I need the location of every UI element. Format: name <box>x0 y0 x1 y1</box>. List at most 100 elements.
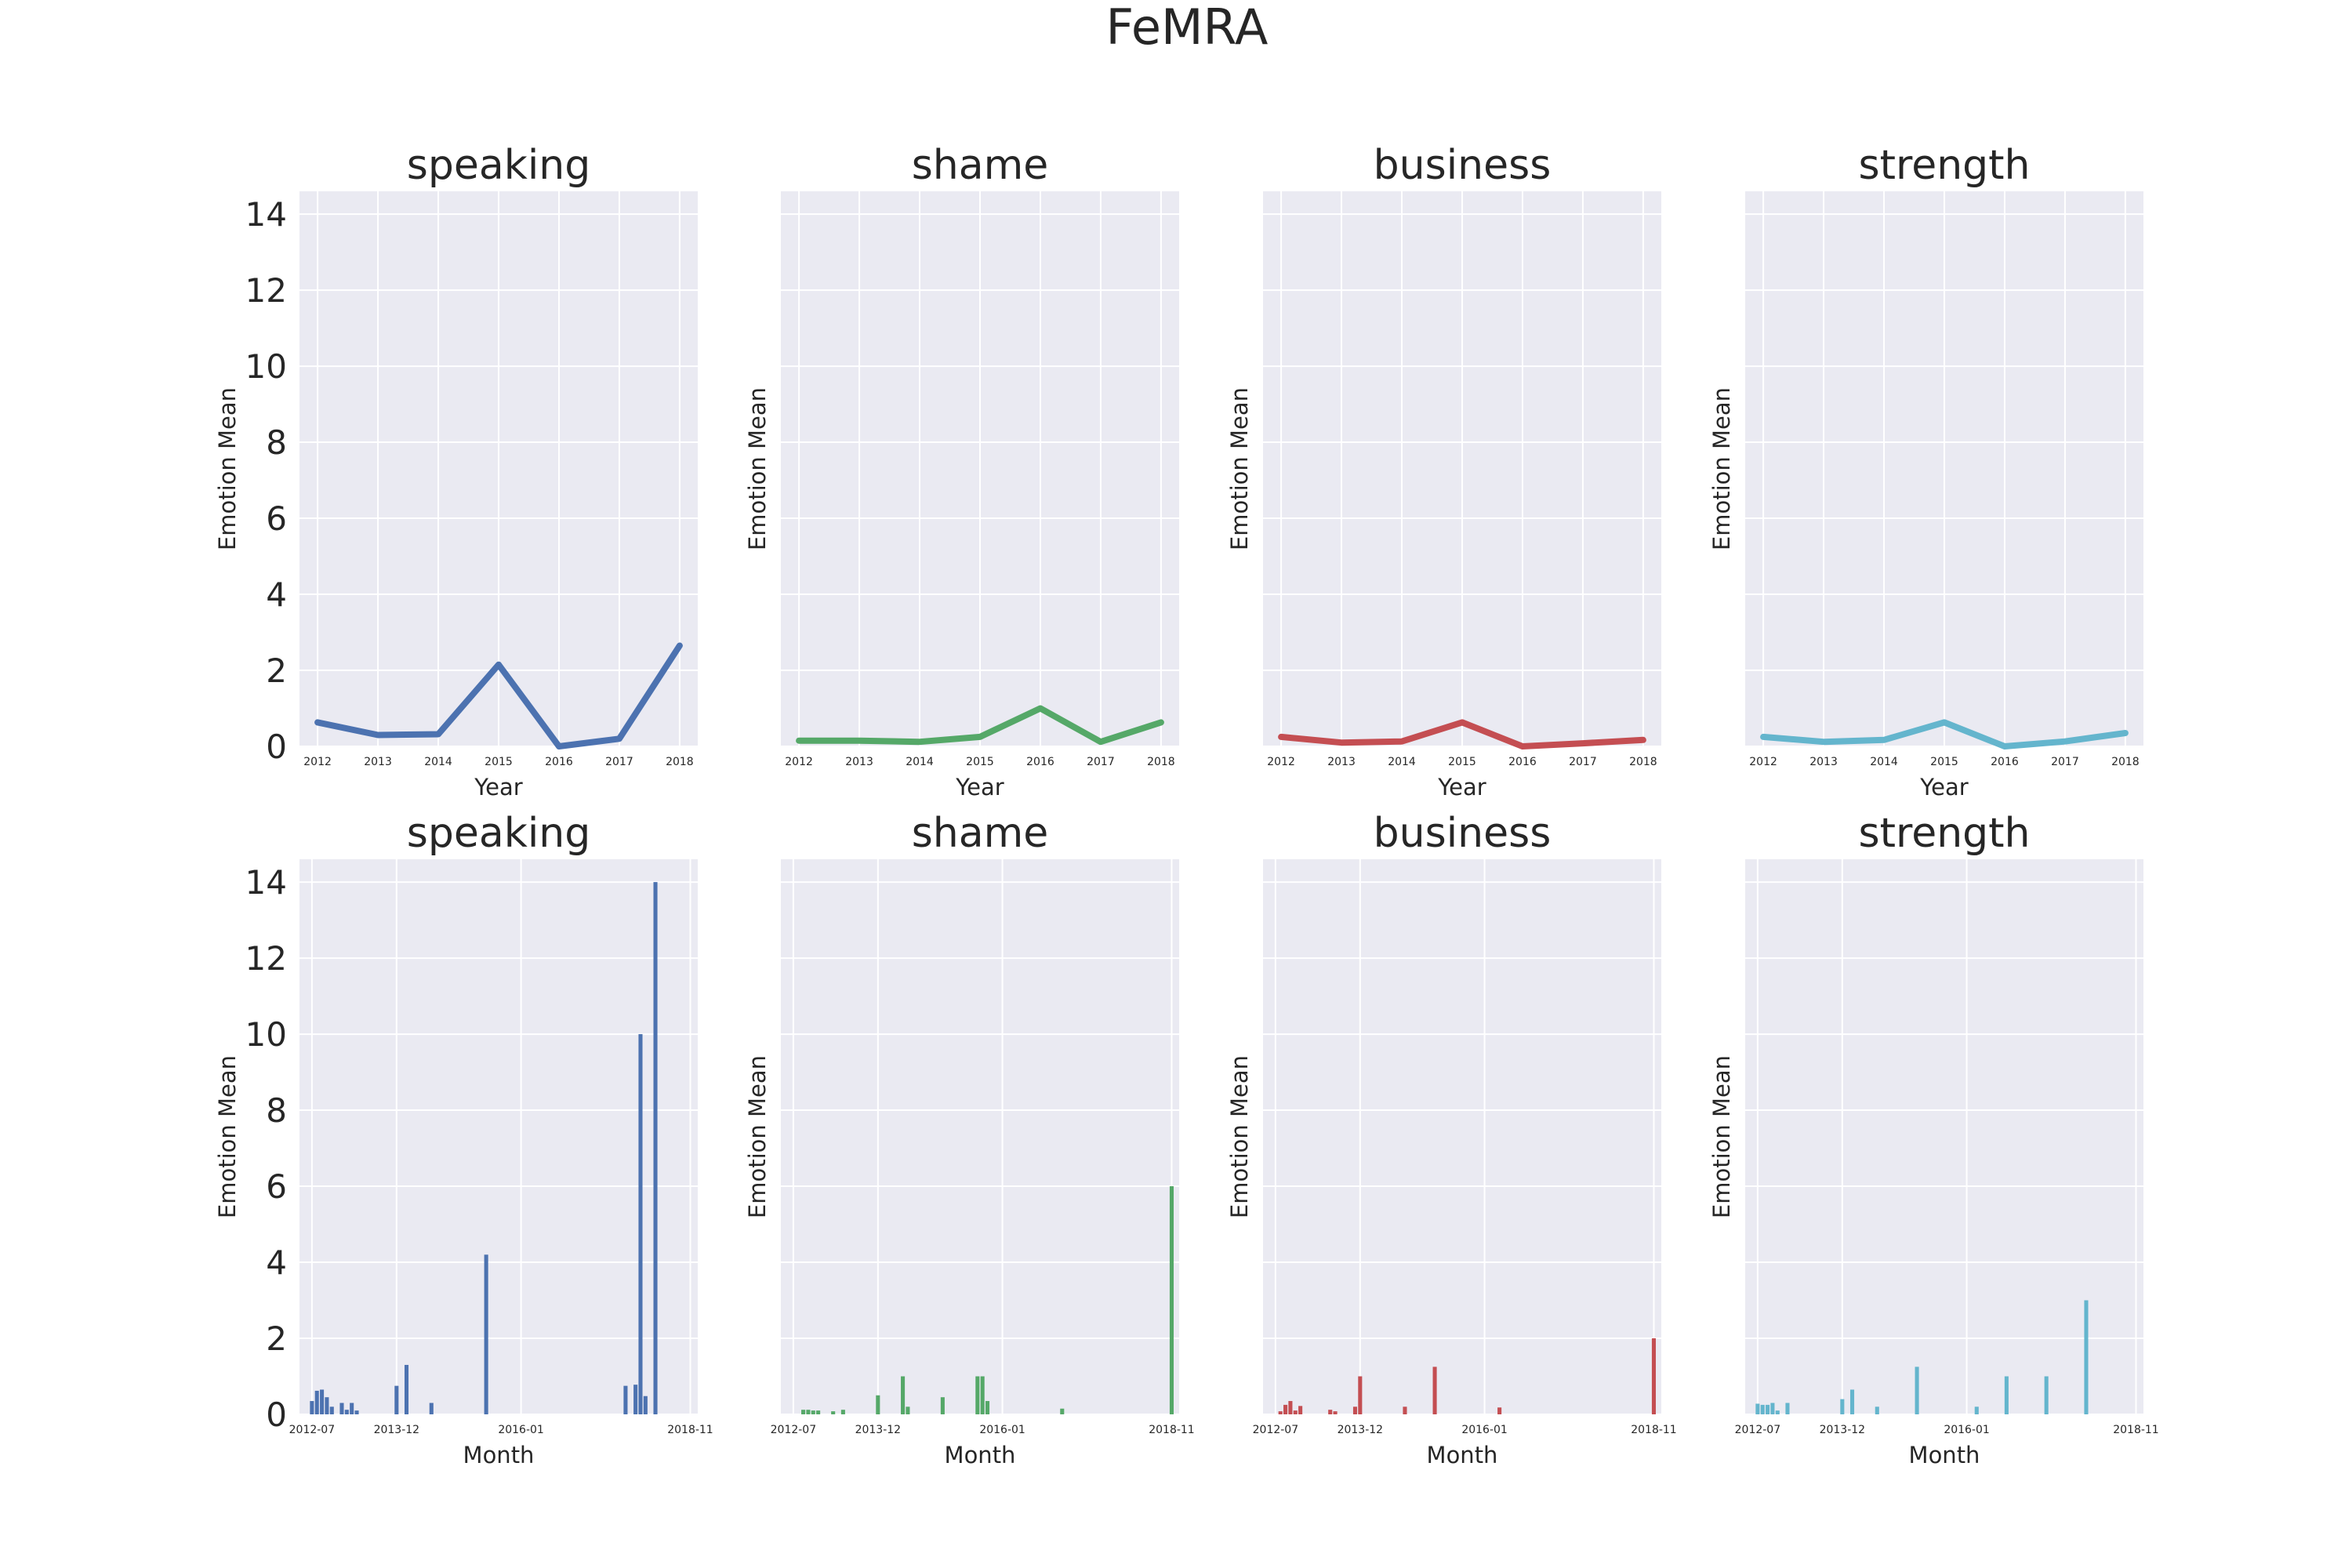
x-tick-label: 2016-01 <box>498 1424 544 1436</box>
bar <box>1755 1403 1760 1414</box>
x-tick-label: 2013 <box>364 756 392 768</box>
chart-panel-speaking-bar: 0 2 4 6 8 10 12 14 2012-07 2013-12 2016-01 2018-11 s… <box>214 810 713 1468</box>
x-tick-label: 2014 <box>424 756 452 768</box>
bar <box>310 1401 314 1414</box>
bar <box>394 1385 399 1414</box>
x-tick-label: 2015 <box>1930 756 1958 768</box>
y-axis-label: Emotion Mean <box>744 387 771 550</box>
chart-panel-business-line: 2012 2013 2014 2015 2016 2017 2018 business Year… <box>1226 142 1661 800</box>
y-tick-label: 4 <box>266 575 287 614</box>
y-axis-label: Emotion Mean <box>1708 1055 1735 1218</box>
bar <box>1358 1376 1363 1414</box>
x-tick-label: 2016 <box>1991 756 2019 768</box>
x-tick-label: 2012-07 <box>771 1424 817 1436</box>
y-tick-label: 2 <box>266 1319 287 1358</box>
bar <box>320 1389 325 1414</box>
bar <box>816 1410 821 1414</box>
bar <box>1333 1411 1338 1414</box>
bar <box>2044 1376 2049 1414</box>
bar <box>876 1395 880 1414</box>
y-tick-label: 0 <box>266 1396 287 1434</box>
bar <box>1293 1410 1298 1414</box>
chart-panel-speaking-line: 0 2 4 6 8 10 12 14 2012 2013 2014 2015 2016 2017 2018 s… <box>214 142 698 800</box>
bar <box>1169 1186 1174 1414</box>
bar <box>484 1254 488 1414</box>
x-tick-label: 2013-12 <box>855 1424 902 1436</box>
bar <box>940 1397 945 1414</box>
y-tick-label: 10 <box>245 1015 287 1054</box>
bar <box>1875 1406 1879 1414</box>
bar <box>901 1376 906 1414</box>
x-tick-label: 2017 <box>1087 756 1115 768</box>
bar <box>811 1410 815 1414</box>
bar <box>623 1385 628 1414</box>
bar <box>1278 1411 1283 1414</box>
x-axis-label: Month <box>1427 1442 1498 1468</box>
bar <box>1298 1406 1303 1414</box>
x-tick-label: 2018-11 <box>1631 1424 1677 1436</box>
y-axis-label: Emotion Mean <box>1226 1055 1253 1218</box>
x-tick-label: 2014 <box>1388 756 1416 768</box>
y-tick-label: 0 <box>266 728 287 766</box>
x-axis-label: Month <box>463 1442 535 1468</box>
bar <box>801 1410 806 1414</box>
bar <box>1651 1338 1657 1414</box>
x-tick-label: 2018-11 <box>667 1424 713 1436</box>
bar <box>429 1403 434 1414</box>
panel-title: strength <box>1858 142 2030 189</box>
chart-panel-shame-bar: 2012-07 2013-12 2016-01 2018-11 shame Month Em… <box>744 810 1195 1468</box>
x-tick-label: 2018 <box>1629 756 1657 768</box>
y-axis-label: Emotion Mean <box>214 387 241 550</box>
bar <box>2084 1300 2089 1414</box>
bar <box>329 1406 334 1414</box>
x-tick-label: 2017 <box>2051 756 2079 768</box>
x-axis-label: Year <box>1919 774 1968 800</box>
x-axis-label: Month <box>1909 1442 1980 1468</box>
x-tick-label: 2013-12 <box>1820 1424 1866 1436</box>
panel-title: speaking <box>407 810 590 857</box>
bar <box>1283 1404 1288 1414</box>
x-tick-label: 2016 <box>1508 756 1537 768</box>
bar <box>314 1390 319 1414</box>
bar <box>1915 1367 1919 1414</box>
bar <box>633 1385 638 1414</box>
x-tick-label: 2013 <box>1327 756 1356 768</box>
chart-panel-business-bar: 2012-07 2013-12 2016-01 2018-11 business Mont… <box>1226 810 1677 1468</box>
y-axis-label: Emotion Mean <box>1708 387 1735 550</box>
x-tick-label: 2018-11 <box>1149 1424 1195 1436</box>
bar <box>1403 1406 1407 1414</box>
bar <box>1497 1407 1502 1414</box>
bar <box>1849 1389 1855 1414</box>
x-tick-label: 2013 <box>1809 756 1838 768</box>
plot-area <box>1745 859 2143 1414</box>
bar <box>350 1403 354 1414</box>
x-tick-label: 2016 <box>1026 756 1054 768</box>
panel-title: business <box>1374 810 1552 857</box>
chart-panel-strength-line: 2012 2013 2014 2015 2016 2017 2018 strength Year… <box>1708 142 2143 800</box>
bar <box>1785 1403 1790 1414</box>
bar <box>975 1376 980 1414</box>
x-tick-label: 2012-07 <box>1253 1424 1299 1436</box>
x-tick-label: 2012 <box>785 756 813 768</box>
bar <box>2004 1376 2009 1414</box>
x-tick-label: 2013-12 <box>1338 1424 1384 1436</box>
figure-suptitle: FeMRA <box>1106 0 1269 56</box>
x-tick-label: 2012-07 <box>289 1424 336 1436</box>
bar <box>1775 1410 1780 1414</box>
bar <box>1760 1404 1765 1414</box>
x-tick-label: 2014 <box>1870 756 1898 768</box>
panel-title: shame <box>912 142 1049 189</box>
plot-area <box>299 859 698 1414</box>
x-tick-label: 2012 <box>1749 756 1777 768</box>
x-tick-label: 2017 <box>1569 756 1597 768</box>
x-tick-label: 2016-01 <box>1944 1424 1990 1436</box>
bar <box>1352 1406 1358 1414</box>
y-tick-label: 10 <box>245 347 287 386</box>
y-tick-label: 14 <box>245 195 287 234</box>
x-tick-label: 2012 <box>303 756 332 768</box>
x-tick-label: 2014 <box>906 756 934 768</box>
bar <box>980 1376 985 1414</box>
bar <box>638 1034 643 1414</box>
bar <box>985 1401 990 1414</box>
